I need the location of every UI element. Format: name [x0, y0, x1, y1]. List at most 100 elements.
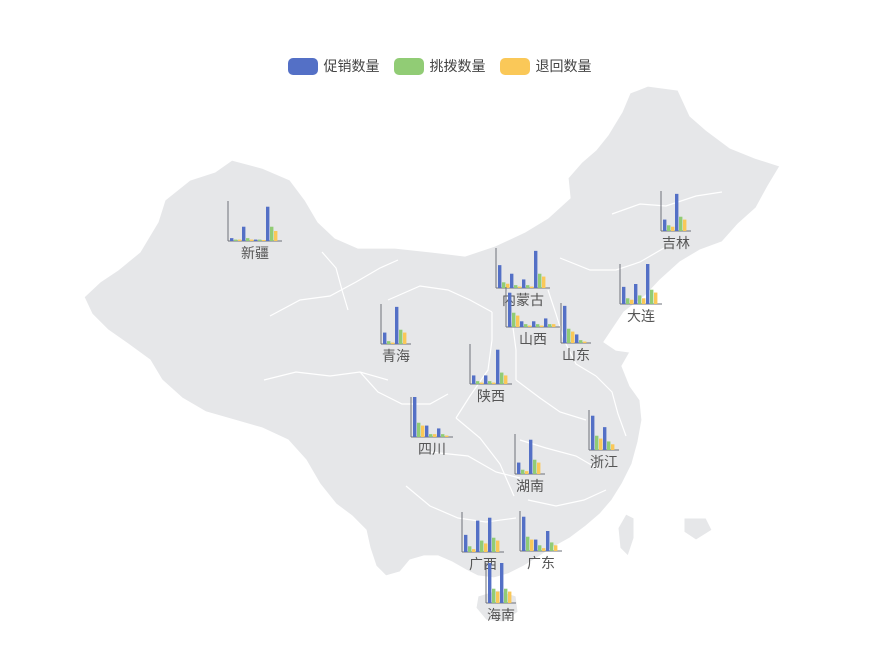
bar-return[interactable]: [421, 425, 425, 437]
region-chart-4[interactable]: 山西: [505, 287, 560, 348]
bar-return[interactable]: [528, 325, 532, 327]
bar-promo[interactable]: [563, 305, 567, 343]
bar-transfer[interactable]: [258, 239, 262, 241]
bar-return[interactable]: [433, 434, 437, 437]
bar-transfer[interactable]: [667, 225, 671, 231]
bar-transfer[interactable]: [468, 546, 472, 552]
bar-transfer[interactable]: [429, 434, 433, 437]
bar-return[interactable]: [472, 549, 476, 552]
bar-return[interactable]: [250, 239, 254, 241]
bar-return[interactable]: [654, 292, 658, 304]
region-chart-12[interactable]: 广东: [519, 511, 562, 572]
region-chart-5[interactable]: 山东: [560, 303, 591, 364]
bar-promo[interactable]: [510, 273, 514, 288]
bar-promo[interactable]: [498, 265, 502, 288]
bar-return[interactable]: [274, 231, 278, 241]
bar-promo[interactable]: [675, 193, 679, 231]
bar-return[interactable]: [542, 276, 546, 288]
bar-transfer[interactable]: [441, 434, 445, 437]
bar-return[interactable]: [552, 324, 556, 327]
bar-transfer[interactable]: [526, 285, 530, 288]
bar-promo[interactable]: [546, 531, 550, 551]
bar-promo[interactable]: [413, 397, 417, 437]
bar-promo[interactable]: [476, 520, 480, 552]
bar-transfer[interactable]: [607, 441, 611, 450]
bar-transfer[interactable]: [567, 328, 571, 343]
bar-transfer[interactable]: [488, 381, 492, 384]
bar-transfer[interactable]: [387, 341, 391, 344]
bar-promo[interactable]: [488, 563, 492, 603]
bar-promo[interactable]: [254, 239, 258, 241]
bar-transfer[interactable]: [399, 329, 403, 344]
bar-transfer[interactable]: [512, 312, 516, 327]
bar-transfer[interactable]: [480, 540, 484, 552]
bar-promo[interactable]: [464, 534, 468, 552]
region-chart-6[interactable]: 青海: [380, 304, 411, 365]
bar-promo[interactable]: [663, 219, 667, 231]
bar-promo[interactable]: [591, 415, 595, 450]
bar-promo[interactable]: [634, 284, 638, 304]
bar-promo[interactable]: [603, 427, 607, 450]
bar-promo[interactable]: [484, 375, 488, 384]
bar-transfer[interactable]: [526, 536, 530, 551]
bar-return[interactable]: [671, 226, 675, 231]
bar-return[interactable]: [530, 539, 534, 551]
bar-transfer[interactable]: [514, 285, 518, 288]
bar-transfer[interactable]: [536, 324, 540, 327]
bar-return[interactable]: [525, 471, 529, 474]
bar-return[interactable]: [683, 219, 687, 231]
bar-promo[interactable]: [496, 349, 500, 384]
bar-transfer[interactable]: [502, 282, 506, 288]
bar-return[interactable]: [506, 283, 510, 288]
bar-transfer[interactable]: [538, 273, 542, 288]
bar-transfer[interactable]: [579, 340, 583, 343]
bar-promo[interactable]: [242, 226, 246, 241]
bar-transfer[interactable]: [626, 298, 630, 304]
bar-transfer[interactable]: [504, 588, 508, 603]
bar-return[interactable]: [630, 299, 634, 304]
region-chart-7[interactable]: 陕西: [469, 344, 512, 405]
bar-return[interactable]: [542, 548, 546, 551]
bar-promo[interactable]: [522, 279, 526, 288]
bar-promo[interactable]: [517, 462, 521, 474]
bar-transfer[interactable]: [679, 216, 683, 231]
region-chart-13[interactable]: 海南: [485, 563, 516, 624]
bar-promo[interactable]: [544, 318, 548, 327]
bar-transfer[interactable]: [595, 435, 599, 450]
bar-promo[interactable]: [534, 250, 538, 288]
bar-return[interactable]: [554, 545, 558, 551]
bar-transfer[interactable]: [476, 381, 480, 384]
bar-return[interactable]: [571, 331, 575, 343]
bar-transfer[interactable]: [417, 422, 421, 437]
legend-item-return[interactable]: 退回数量: [499, 58, 592, 75]
bar-return[interactable]: [583, 341, 587, 343]
bar-promo[interactable]: [488, 517, 492, 552]
region-chart-1[interactable]: 吉林: [660, 191, 691, 252]
region-chart-8[interactable]: 四川: [410, 397, 453, 458]
bar-return[interactable]: [537, 462, 541, 474]
bar-transfer[interactable]: [538, 545, 542, 551]
bar-promo[interactable]: [230, 238, 234, 241]
bar-return[interactable]: [480, 382, 484, 384]
bar-promo[interactable]: [532, 321, 536, 327]
bar-transfer[interactable]: [650, 289, 654, 304]
bar-promo[interactable]: [395, 306, 399, 344]
bar-promo[interactable]: [622, 286, 626, 304]
bar-return[interactable]: [599, 438, 603, 450]
region-chart-10[interactable]: 湖南: [514, 434, 545, 495]
bar-promo[interactable]: [500, 563, 504, 603]
bar-return[interactable]: [262, 240, 266, 241]
bar-promo[interactable]: [520, 321, 524, 327]
bar-return[interactable]: [642, 298, 646, 304]
bar-return[interactable]: [238, 239, 242, 241]
bar-return[interactable]: [611, 444, 615, 450]
bar-transfer[interactable]: [521, 469, 525, 474]
bar-transfer[interactable]: [638, 295, 642, 304]
bar-transfer[interactable]: [533, 459, 537, 474]
legend-item-transfer[interactable]: 挑拨数量: [393, 58, 486, 75]
bar-return[interactable]: [496, 540, 500, 552]
bar-promo[interactable]: [522, 516, 526, 551]
legend-item-promo[interactable]: 促销数量: [287, 58, 380, 75]
bar-return[interactable]: [496, 591, 500, 603]
bar-promo[interactable]: [472, 375, 476, 384]
